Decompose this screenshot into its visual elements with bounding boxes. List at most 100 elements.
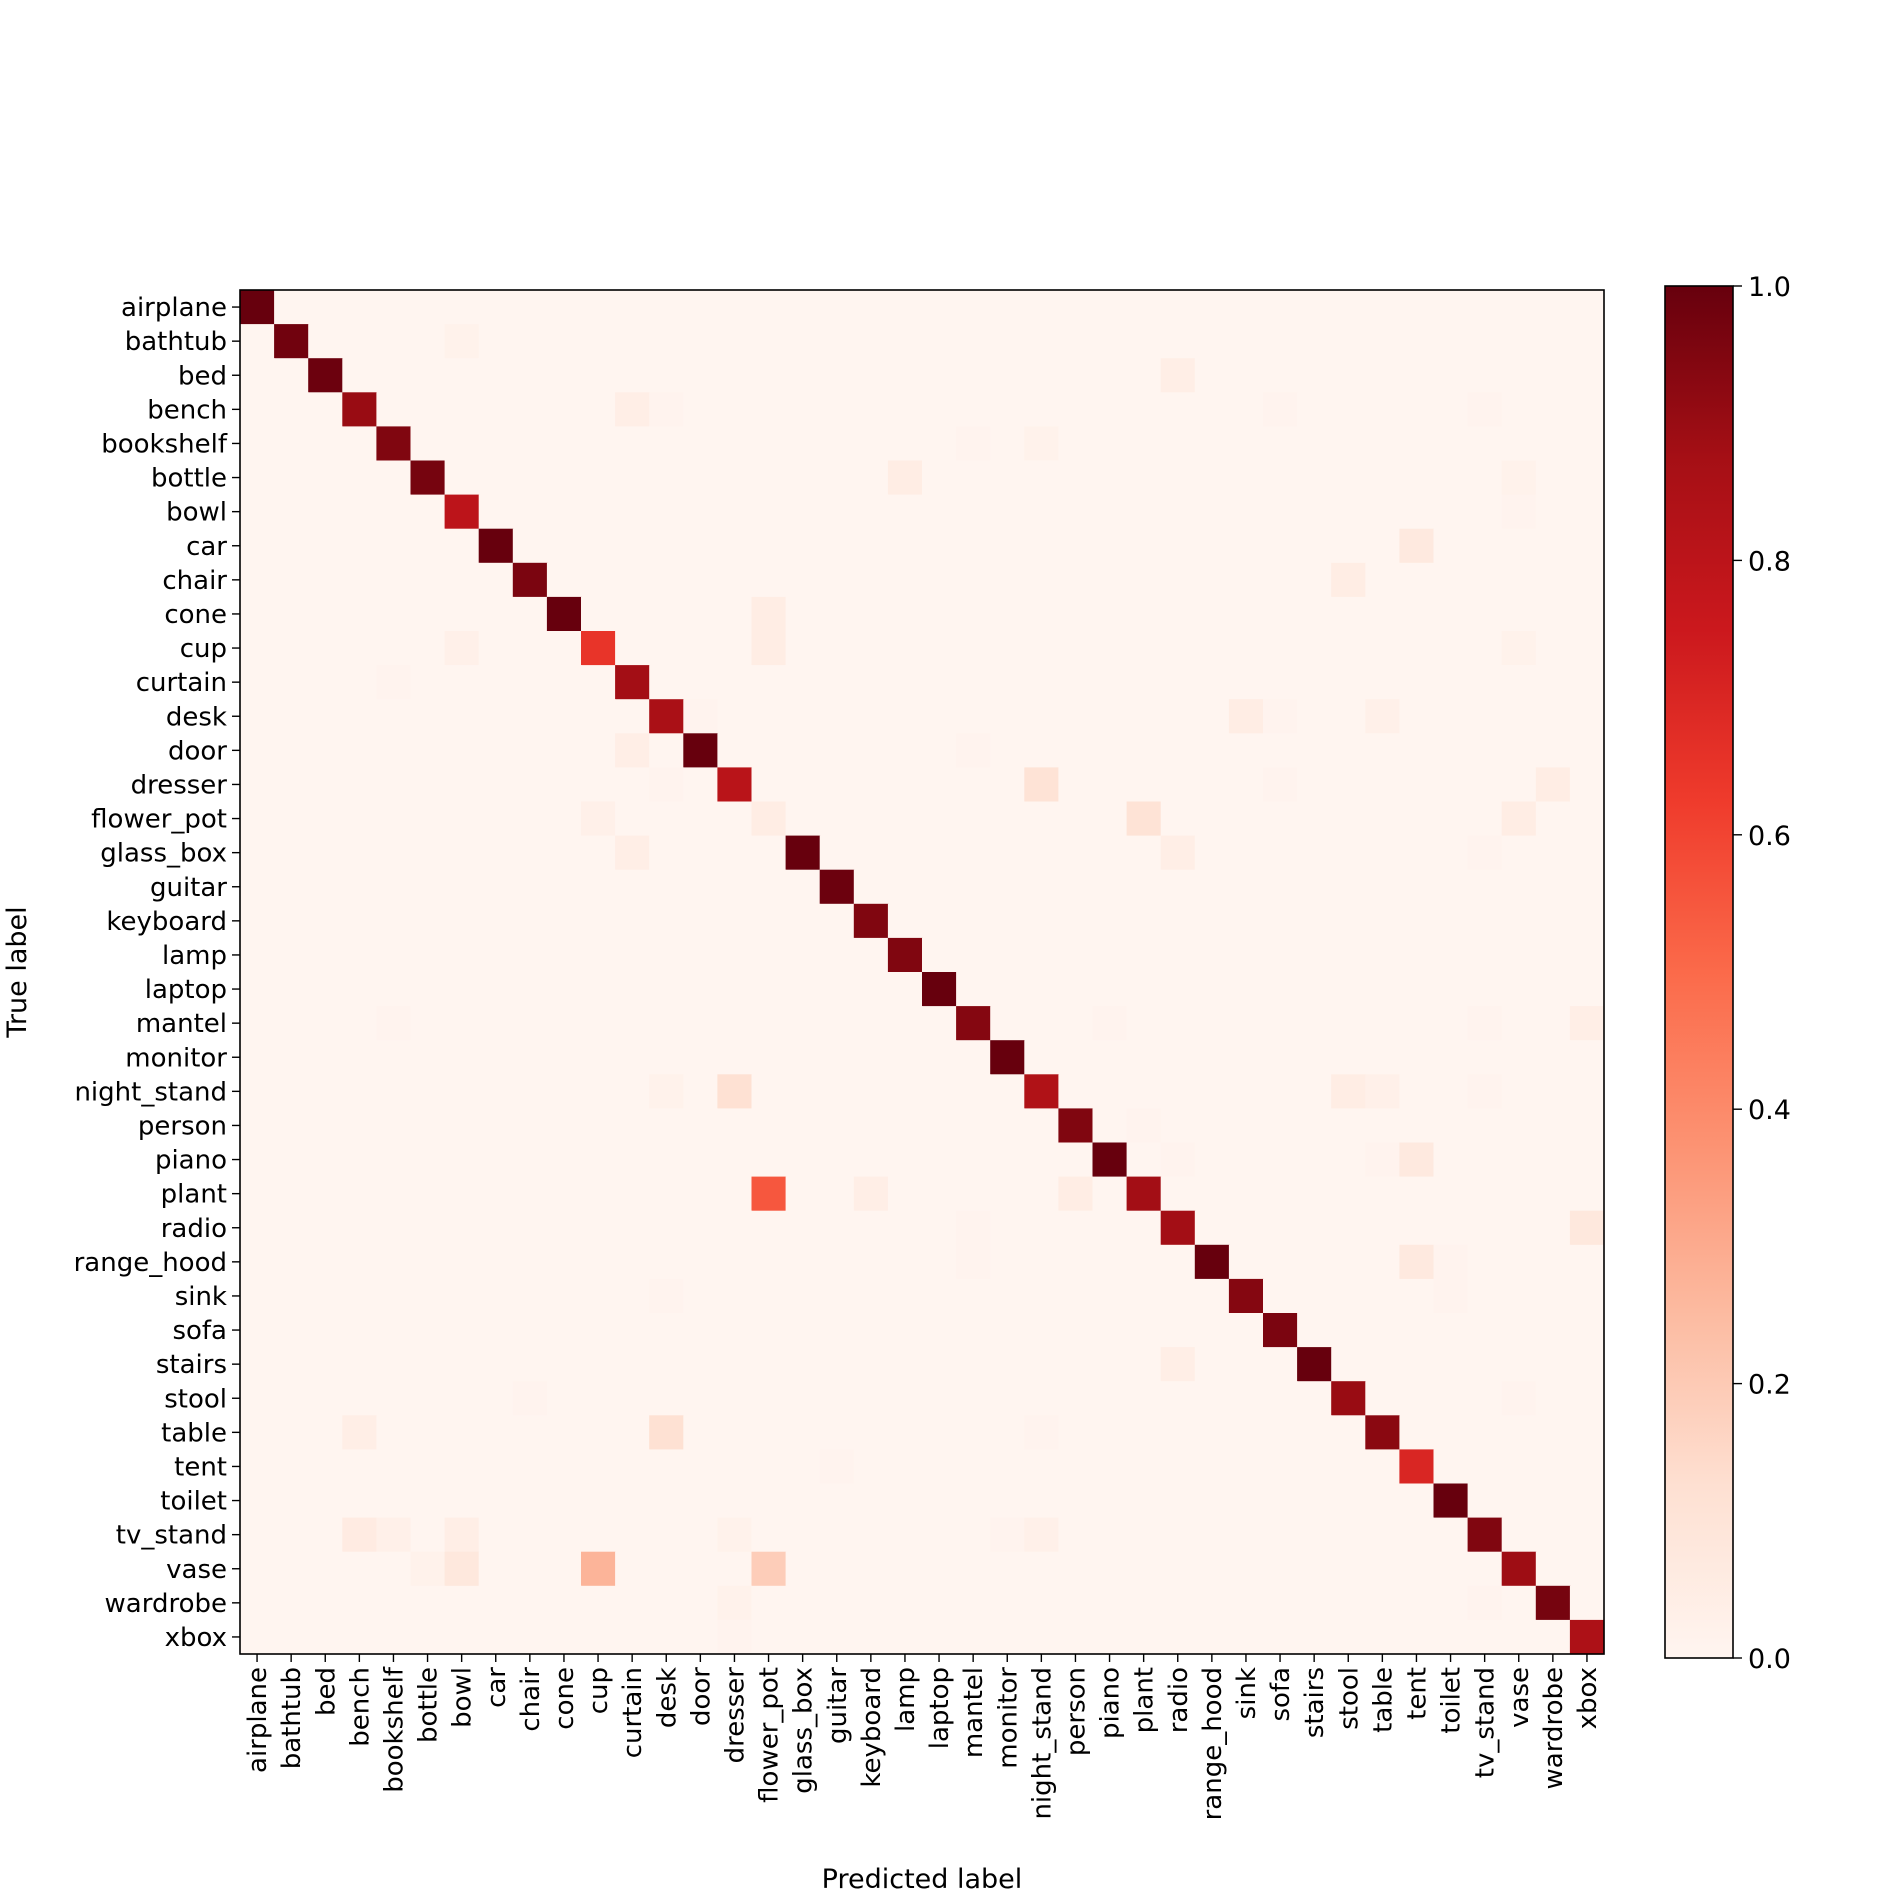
- heatmap-cell: [274, 1415, 309, 1450]
- heatmap-cell: [410, 1108, 446, 1144]
- y-tick-label: piano: [155, 1146, 227, 1176]
- heatmap-cell: [546, 290, 582, 325]
- heatmap-cell: [922, 869, 957, 905]
- heatmap-cell: [376, 562, 412, 598]
- heatmap-cell: [1092, 460, 1128, 496]
- heatmap-cell: [853, 324, 889, 359]
- heatmap-cell: [512, 1415, 548, 1450]
- heatmap-cell: [410, 869, 446, 905]
- heatmap-cell: [1433, 1176, 1469, 1212]
- heatmap-cell: [308, 1108, 343, 1144]
- heatmap-cell: [990, 290, 1025, 325]
- heatmap-cell: [1501, 426, 1537, 462]
- heatmap-cell: [1399, 1142, 1435, 1178]
- heatmap-cell: [615, 1176, 650, 1212]
- heatmap-cell: [1263, 699, 1298, 734]
- heatmap-cell: [1058, 1483, 1094, 1519]
- heatmap-cell: [887, 699, 923, 734]
- heatmap-cell: [683, 1006, 718, 1041]
- heatmap-cell: [819, 733, 855, 768]
- heatmap-cell: [1331, 1040, 1366, 1075]
- heatmap-cell: [785, 1210, 821, 1246]
- heatmap-cell: [1092, 1176, 1128, 1212]
- heatmap-cell: [615, 1381, 650, 1416]
- heatmap-cell: [785, 903, 821, 939]
- heatmap-cell: [1501, 290, 1537, 325]
- heatmap-cell: [1535, 460, 1571, 496]
- heatmap-cell: [819, 1006, 855, 1041]
- heatmap-cell: [478, 767, 514, 803]
- heatmap-cell: [274, 1176, 309, 1212]
- heatmap-cell: [1263, 528, 1298, 564]
- heatmap-cell: [1058, 1210, 1094, 1246]
- heatmap-cell: [478, 937, 514, 973]
- heatmap-cell: [581, 358, 616, 393]
- heatmap-cell: [853, 528, 889, 564]
- x-tick-label: bottle: [414, 1667, 444, 1743]
- heatmap-cell: [1058, 699, 1094, 734]
- heatmap-cell: [717, 665, 753, 700]
- heatmap-cell: [1194, 528, 1230, 564]
- heatmap-cell: [1399, 1347, 1435, 1382]
- heatmap-cell: [1092, 1278, 1128, 1314]
- heatmap-cell: [1501, 1483, 1537, 1519]
- heatmap-cell: [615, 1619, 650, 1655]
- heatmap-cell: [1160, 290, 1196, 325]
- heatmap-cell: [342, 494, 377, 530]
- heatmap-cell: [1467, 1551, 1503, 1587]
- heatmap-cell: [512, 937, 548, 973]
- heatmap-cell: [1331, 426, 1366, 462]
- heatmap-cell: [819, 460, 855, 496]
- heatmap-cell: [444, 972, 480, 1007]
- heatmap-cell: [683, 1585, 718, 1621]
- heatmap-cell: [990, 733, 1025, 768]
- heatmap-cell: [956, 528, 991, 564]
- heatmap-cell: [1228, 1074, 1264, 1109]
- heatmap-cell: [274, 528, 309, 564]
- heatmap-cell: [1194, 1313, 1230, 1348]
- heatmap-cell: [1467, 426, 1503, 462]
- heatmap-cell: [478, 1381, 514, 1416]
- heatmap-cell: [717, 426, 753, 462]
- heatmap-cell: [785, 1585, 821, 1621]
- heatmap-cell: [853, 1006, 889, 1041]
- heatmap-cell: [956, 699, 991, 734]
- heatmap-cell: [1365, 1040, 1400, 1075]
- heatmap-cell: [546, 1585, 582, 1621]
- heatmap-cell: [478, 1347, 514, 1382]
- heatmap-cell: [649, 1619, 684, 1655]
- heatmap-cell: [922, 1142, 957, 1178]
- heatmap-cell: [717, 1040, 753, 1075]
- heatmap-cell: [342, 869, 377, 905]
- heatmap-cell: [683, 937, 718, 973]
- heatmap-cell: [308, 1278, 343, 1314]
- heatmap-cell: [1024, 1108, 1059, 1144]
- heatmap-cell: [240, 596, 275, 632]
- heatmap-cell: [512, 1142, 548, 1178]
- heatmap-cell: [819, 1040, 855, 1075]
- heatmap-cell: [1024, 392, 1059, 427]
- heatmap-cell: [990, 801, 1025, 837]
- heatmap-cell: [1228, 1210, 1264, 1246]
- heatmap-cell: [615, 426, 650, 462]
- heatmap-cell: [956, 426, 991, 462]
- heatmap-cell: [1126, 937, 1162, 973]
- heatmap-cell: [1467, 562, 1503, 598]
- heatmap-cell: [1194, 1142, 1230, 1178]
- heatmap-cell: [751, 1176, 787, 1212]
- heatmap-cell: [410, 1142, 446, 1178]
- heatmap-cell: [990, 596, 1025, 632]
- heatmap-cell: [1228, 972, 1264, 1007]
- heatmap-cell: [956, 1449, 991, 1485]
- heatmap-cell: [512, 1313, 548, 1348]
- heatmap-cell: [512, 733, 548, 768]
- heatmap-cell: [1126, 460, 1162, 496]
- heatmap-cell: [478, 801, 514, 837]
- heatmap-cell: [717, 562, 753, 598]
- heatmap-cell: [990, 1517, 1025, 1553]
- heatmap-cell: [1058, 835, 1094, 871]
- heatmap-cell: [751, 835, 787, 871]
- heatmap-cell: [1263, 1585, 1298, 1621]
- heatmap-cell: [1467, 1142, 1503, 1178]
- heatmap-cell: [1160, 1210, 1196, 1246]
